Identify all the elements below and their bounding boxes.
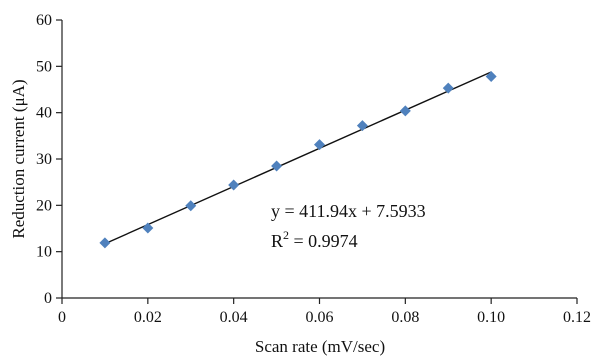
data-point bbox=[228, 179, 240, 191]
x-tick-label: 0.02 bbox=[134, 309, 162, 326]
x-tick-label: 0.06 bbox=[306, 309, 334, 326]
axes bbox=[61, 20, 577, 299]
y-tick-label: 60 bbox=[36, 12, 52, 29]
r-squared-prefix: R bbox=[271, 231, 283, 251]
x-ticks: 0 0.02 0.04 0.06 0.08 0.10 0.12 bbox=[58, 298, 591, 326]
trendline-group bbox=[104, 71, 492, 245]
y-tick-label: 0 bbox=[44, 290, 52, 307]
data-point bbox=[314, 139, 325, 151]
data-point bbox=[142, 222, 154, 234]
y-tick-label: 50 bbox=[36, 58, 52, 75]
x-tick-label: 0.10 bbox=[477, 309, 505, 326]
data-points bbox=[99, 71, 497, 249]
data-point bbox=[399, 105, 411, 117]
x-tick-label: 0.08 bbox=[391, 309, 419, 326]
y-tick-label: 40 bbox=[36, 105, 52, 122]
y-tick-label: 10 bbox=[36, 244, 52, 261]
y-ticks: 0 10 20 30 40 50 60 bbox=[36, 12, 62, 307]
x-axis-title: Scan rate (mV/sec) bbox=[255, 337, 385, 356]
data-point bbox=[485, 71, 497, 83]
r-squared-value: = 0.9974 bbox=[289, 231, 358, 251]
x-tick-label: 0 bbox=[58, 309, 66, 326]
data-point bbox=[442, 82, 454, 94]
y-tick-label: 20 bbox=[36, 197, 52, 214]
data-point bbox=[99, 237, 111, 249]
y-axis-title: Reduction current (μA) bbox=[9, 79, 28, 238]
data-point bbox=[356, 120, 368, 132]
x-tick-label: 0.12 bbox=[563, 309, 591, 326]
trendline bbox=[104, 71, 492, 245]
trendline-equation: y = 411.94x + 7.5933 bbox=[271, 201, 426, 221]
y-tick-label: 30 bbox=[36, 151, 52, 168]
x-tick-label: 0.04 bbox=[220, 309, 248, 326]
r-squared-exponent: 2 bbox=[283, 228, 289, 242]
data-point bbox=[271, 160, 283, 172]
r-squared-label: R2 = 0.9974 bbox=[271, 228, 358, 251]
data-point bbox=[185, 200, 197, 212]
